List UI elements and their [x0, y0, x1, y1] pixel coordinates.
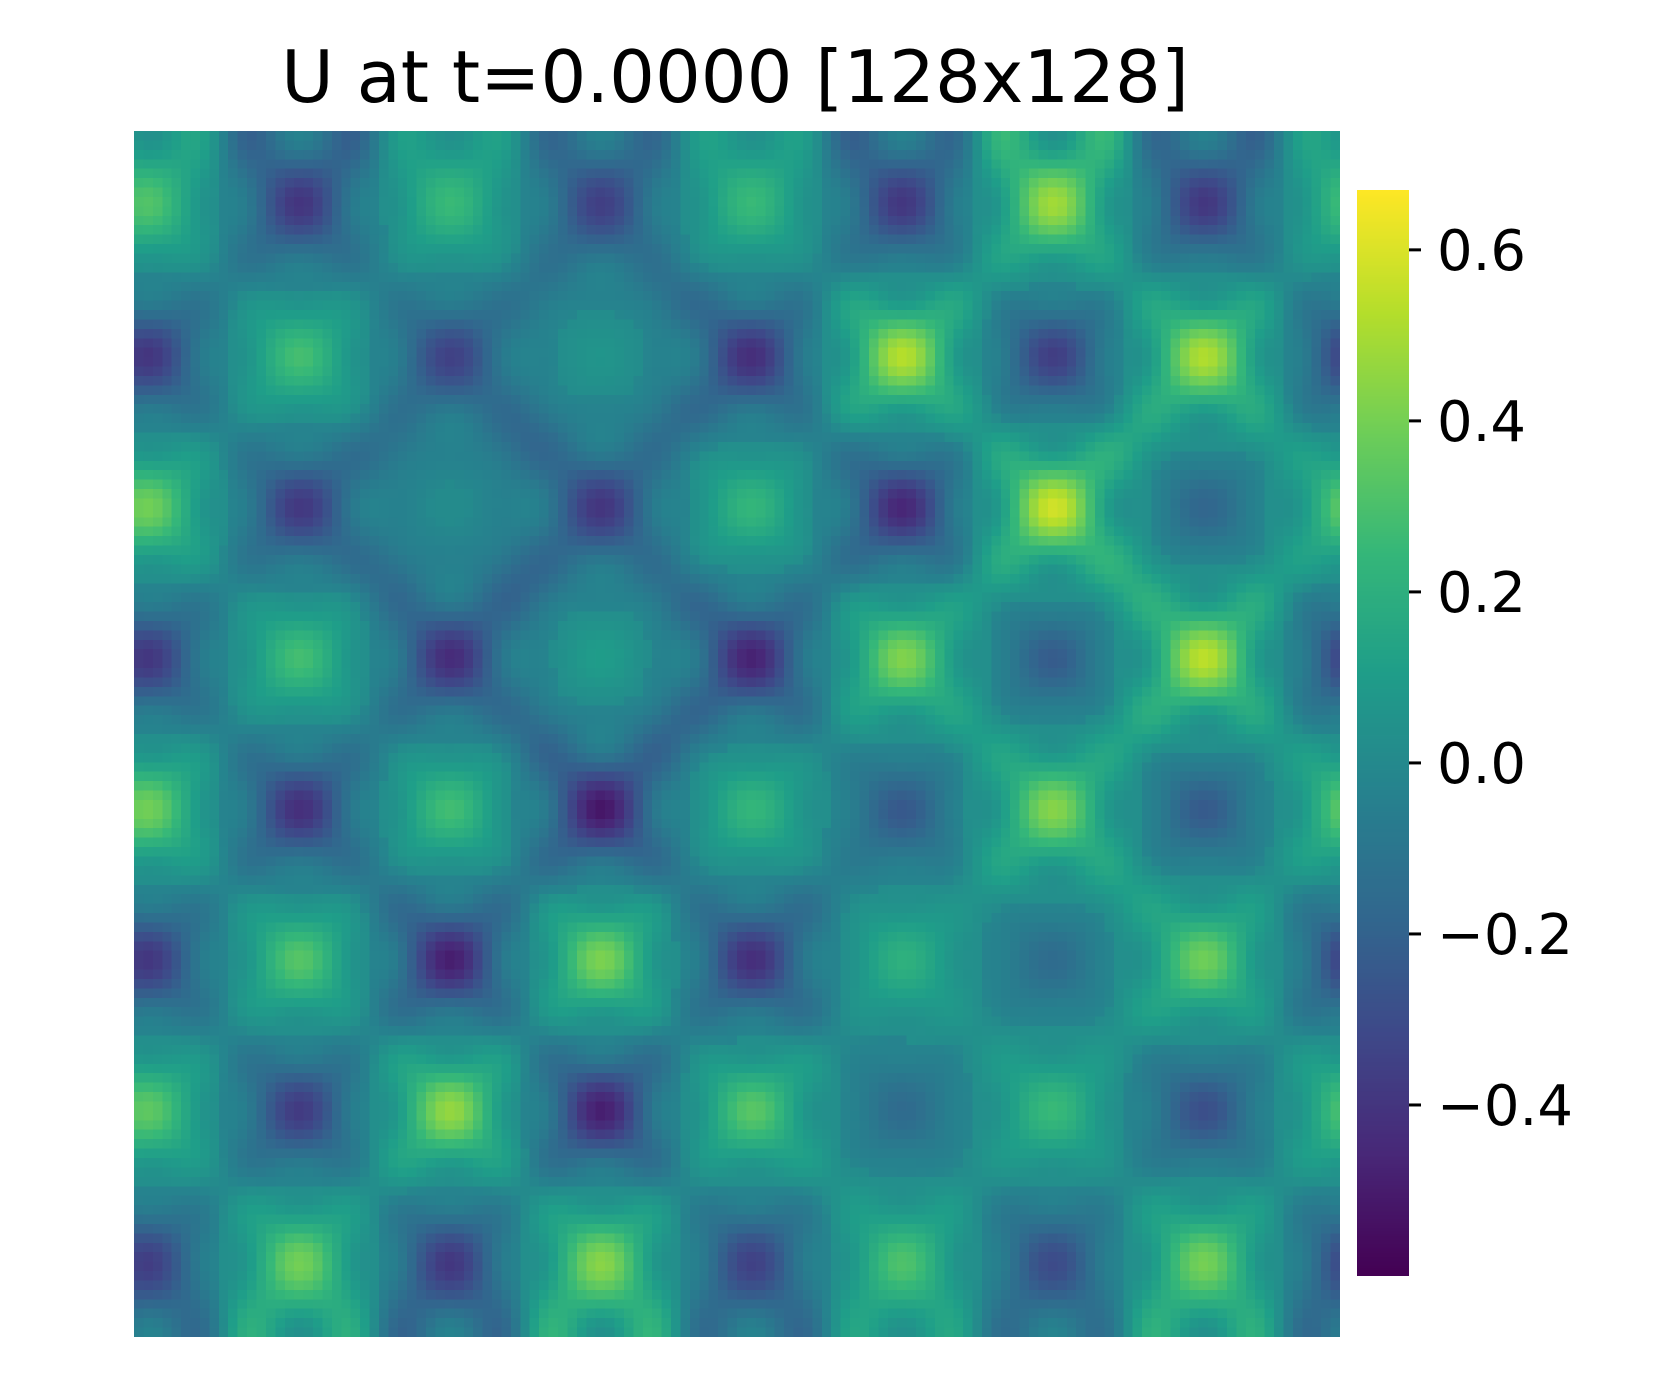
colorbar-ticks: 0.6 0.4 0.2 0.0 −0.2 −0.4	[1409, 219, 1573, 1139]
colorbar-tick-label: 0.0	[1437, 732, 1526, 797]
chart-title: U at t=0.0000 [128x128]	[281, 35, 1189, 119]
heatmap-image	[134, 131, 1340, 1337]
colorbar-tick-label: −0.2	[1437, 903, 1573, 968]
colorbar-gradient	[1357, 190, 1409, 1276]
heatmap-plot-area	[134, 131, 1340, 1337]
colorbar: 0.6 0.4 0.2 0.0 −0.2 −0.4	[1357, 190, 1573, 1276]
colorbar-tick-label: 0.4	[1437, 390, 1526, 455]
colorbar-tick-label: −0.4	[1437, 1074, 1573, 1139]
colorbar-tick-label: 0.2	[1437, 561, 1526, 626]
colorbar-tick-label: 0.6	[1437, 219, 1526, 284]
